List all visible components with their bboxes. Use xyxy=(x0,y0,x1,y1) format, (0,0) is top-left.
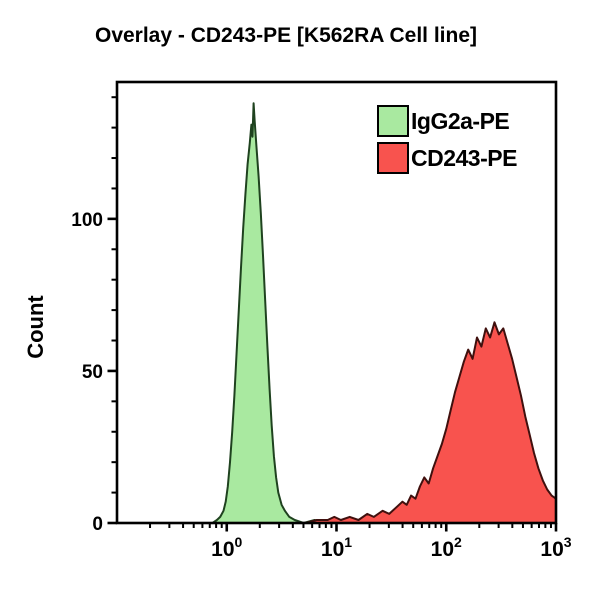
legend-label-cd243-pe: CD243-PE xyxy=(411,144,517,171)
legend-label-igg2a-pe: IgG2a-PE xyxy=(411,107,510,134)
chart-title: Overlay - CD243-PE [K562RA Cell line] xyxy=(94,24,478,47)
legend: IgG2a-PE CD243-PE xyxy=(377,105,517,179)
legend-item-igg2a-pe: IgG2a-PE xyxy=(377,105,517,137)
svg-text:100: 100 xyxy=(211,534,242,561)
legend-item-cd243-pe: CD243-PE xyxy=(377,142,517,174)
svg-text:50: 50 xyxy=(82,362,103,383)
legend-swatch-green xyxy=(377,105,409,137)
svg-text:102: 102 xyxy=(431,534,462,561)
svg-text:103: 103 xyxy=(540,534,571,561)
svg-text:101: 101 xyxy=(321,534,352,561)
legend-swatch-red xyxy=(377,142,409,174)
svg-text:0: 0 xyxy=(92,514,103,535)
svg-text:100: 100 xyxy=(71,210,103,231)
